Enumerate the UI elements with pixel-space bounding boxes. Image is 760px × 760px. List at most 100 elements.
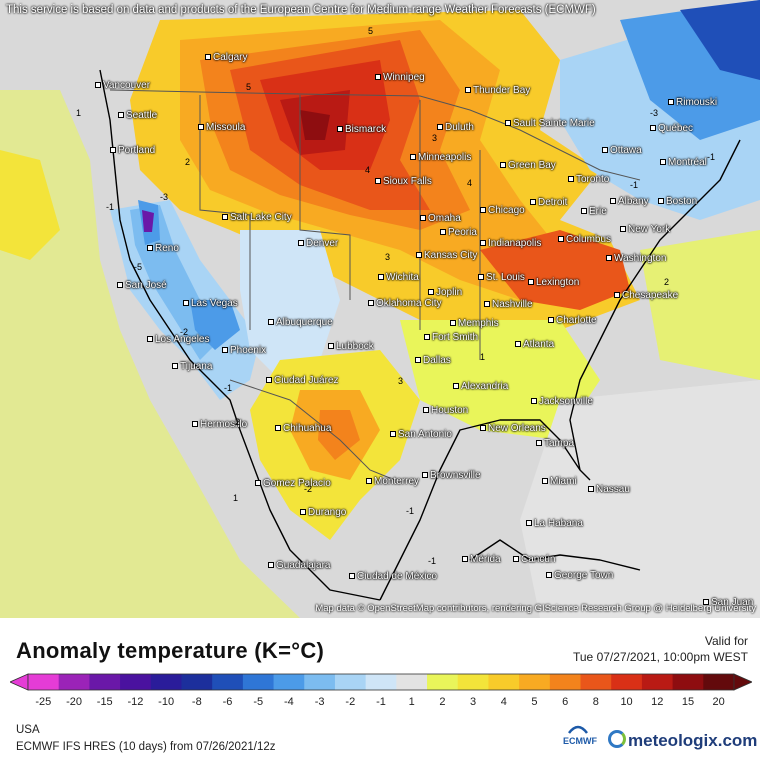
scale-color-bin	[181, 674, 213, 690]
city-label: Denver	[298, 238, 338, 249]
city-label: Chihuahua	[275, 423, 331, 434]
city-label: Calgary	[205, 52, 247, 63]
city-marker-icon	[437, 124, 443, 131]
city-label: Durango	[300, 507, 346, 518]
scale-color-bin	[396, 674, 428, 690]
city-label: Omaha	[420, 213, 461, 224]
city-marker-icon	[462, 556, 468, 563]
city-name: Ciudad Juárez	[274, 375, 339, 386]
city-marker-icon	[222, 347, 228, 354]
city-label: Charlotte	[548, 315, 597, 326]
scale-tick-label: -20	[66, 696, 82, 708]
contour-value: 1	[233, 493, 239, 503]
city-marker-icon	[606, 255, 612, 262]
city-name: Tampa	[544, 438, 575, 449]
city-label: Salt Lake City	[222, 212, 292, 223]
city-label: New Orleans	[480, 423, 546, 434]
city-label: Houston	[423, 405, 468, 416]
city-marker-icon	[548, 317, 554, 324]
anomaly-temperature-map[interactable]: This service is based on data and produc…	[0, 0, 760, 618]
scale-color-bin	[580, 674, 612, 690]
ecmwf-logo-icon	[568, 725, 588, 734]
meteologix-logo[interactable]: meteologix.com	[608, 730, 757, 751]
scale-color-bin	[672, 674, 704, 690]
city-label: St. Louis	[478, 272, 525, 283]
city-marker-icon	[620, 226, 626, 233]
contour-value: -1	[224, 383, 233, 393]
city-name: Lubbock	[336, 341, 374, 352]
city-name: Reno	[155, 243, 179, 254]
contour-value: -2	[304, 484, 313, 494]
city-label: Phoenix	[222, 345, 266, 356]
city-name: Green Bay	[508, 160, 556, 171]
city-name: Durango	[308, 507, 347, 518]
city-label: Bismarck	[337, 124, 386, 135]
city-name: Portland	[118, 145, 156, 156]
city-marker-icon	[484, 301, 490, 308]
city-name: Vancouver	[103, 80, 151, 91]
city-marker-icon	[542, 478, 548, 485]
contour-value: -1	[707, 152, 716, 162]
city-label: Minneapolis	[410, 152, 471, 163]
city-name: Toronto	[576, 174, 610, 185]
city-marker-icon	[581, 208, 587, 215]
model-run: ECMWF IFS HRES (10 days) from 07/26/2021…	[16, 741, 276, 753]
city-name: Washington	[614, 253, 667, 264]
city-label: Chesapeake	[614, 290, 678, 301]
scale-color-bin	[427, 674, 459, 690]
scale-color-bin	[334, 674, 367, 690]
scale-color-bin	[304, 674, 336, 690]
city-marker-icon	[416, 252, 422, 259]
city-label: Jacksonville	[531, 396, 593, 407]
city-name: Ottawa	[610, 145, 642, 156]
city-marker-icon	[568, 176, 574, 183]
city-marker-icon	[478, 274, 484, 281]
scale-tick-label: 1	[408, 696, 415, 708]
city-marker-icon	[531, 398, 537, 405]
brand-name: meteologix.com	[628, 731, 758, 750]
city-name: Salt Lake City	[230, 212, 292, 223]
city-marker-icon	[192, 421, 198, 428]
city-marker-icon	[366, 478, 372, 485]
scale-color-bin	[242, 674, 275, 690]
scale-color-bin	[150, 674, 182, 690]
scale-color-bin	[488, 674, 520, 690]
city-name: La Habana	[534, 518, 583, 529]
city-label: Seattle	[118, 110, 157, 121]
city-marker-icon	[480, 425, 486, 432]
city-label: Albuquerque	[268, 317, 333, 328]
contour-value: 4	[467, 178, 473, 188]
city-marker-icon	[505, 120, 511, 127]
city-label: San Juan	[703, 597, 753, 608]
city-marker-icon	[423, 407, 429, 414]
scale-tick-label: 20	[712, 696, 725, 708]
scale-tick-label: -10	[158, 696, 175, 708]
city-marker-icon	[378, 274, 384, 281]
city-name: Las Vegas	[191, 298, 238, 309]
city-name: Joplin	[436, 287, 463, 298]
city-label: Mérida	[462, 554, 501, 565]
scale-color-bin	[89, 674, 121, 690]
city-name: Lexington	[536, 277, 580, 288]
city-name: Chicago	[488, 205, 525, 216]
scale-tick-label: -12	[127, 696, 144, 708]
city-label: George Town	[546, 570, 613, 581]
city-marker-icon	[660, 159, 666, 166]
city-label: Oklahoma City	[368, 298, 442, 309]
scale-tick-label: 4	[500, 696, 507, 708]
contour-value: 5	[246, 82, 252, 92]
city-label: Portland	[110, 145, 155, 156]
scale-color-bin	[519, 674, 551, 690]
city-label: Ciudad de México	[349, 571, 437, 582]
scale-tick-label: 15	[681, 696, 695, 708]
city-label: Reno	[147, 243, 179, 254]
city-name: Jacksonville	[539, 396, 593, 407]
city-marker-icon	[95, 82, 101, 89]
city-name: Sault Sainte Marie	[513, 118, 595, 129]
city-label: Albany	[610, 196, 649, 207]
contour-value: 1	[76, 108, 82, 118]
city-marker-icon	[536, 440, 542, 447]
city-label: Québec	[650, 123, 693, 134]
city-label: Montréal	[660, 157, 707, 168]
city-label: Peoria	[440, 227, 477, 238]
